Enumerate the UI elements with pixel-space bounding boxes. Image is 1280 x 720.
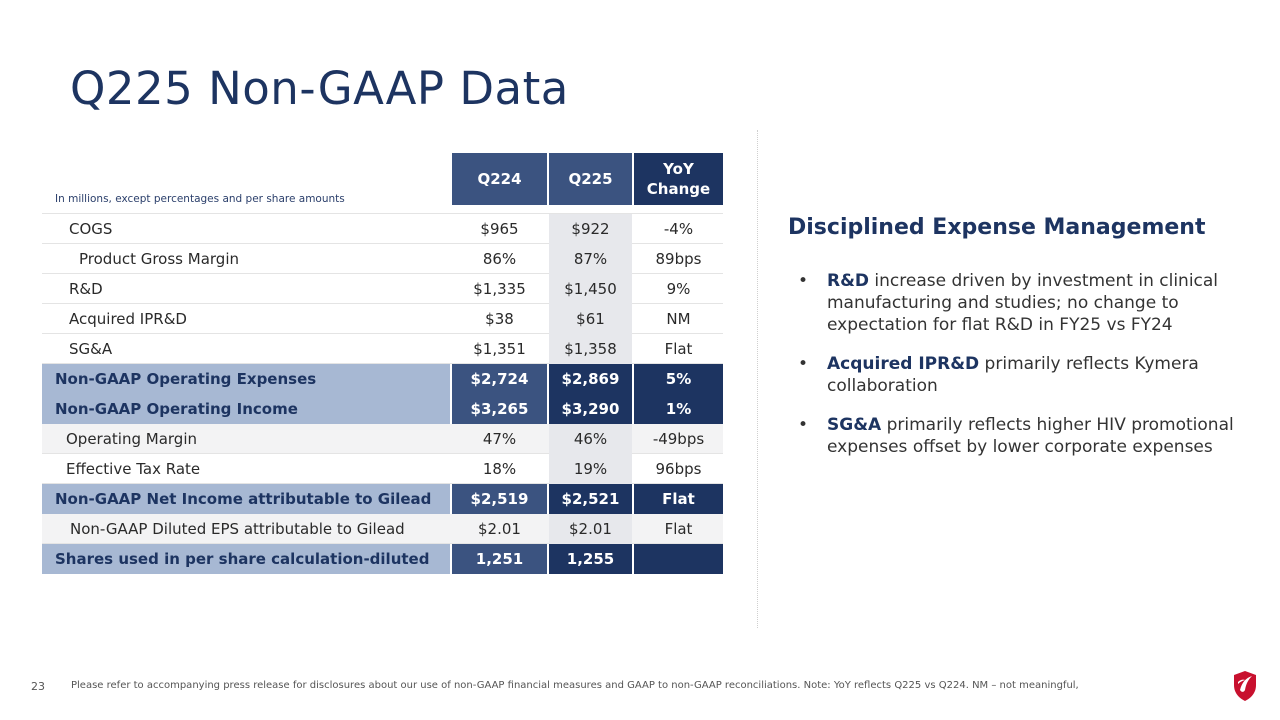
bullet-list: • R&D increase driven by investment in cl… (798, 270, 1248, 475)
cell-q224: $38 (485, 310, 514, 328)
cell-yoy: -49bps (652, 430, 705, 448)
cell-q225: 87% (549, 244, 632, 274)
row-label: Non-GAAP Diluted EPS attributable to Gil… (70, 520, 405, 538)
row-label: R&D (69, 280, 103, 298)
table-row: Operating Margin 47% 46% -49bps (42, 424, 723, 454)
cell-q225: $1,450 (549, 274, 632, 304)
bullet-bold: Acquired IPR&D (827, 354, 980, 374)
table-row: Non-GAAP Diluted EPS attributable to Gil… (42, 514, 723, 544)
row-label: Shares used in per share calculation-dil… (42, 544, 450, 574)
bullet-bold: R&D (827, 271, 870, 291)
non-gaap-table: In millions, except percentages and per … (42, 153, 723, 574)
page-number: 23 (31, 680, 45, 693)
page-title: Q225 Non-GAAP Data (70, 62, 569, 115)
header-q225: Q225 (549, 153, 632, 205)
row-label: Product Gross Margin (79, 250, 239, 268)
row-label: Acquired IPR&D (69, 310, 187, 328)
cell-yoy: Flat (664, 340, 693, 358)
bullet-text: primarily reflects Kymera collaboration (827, 354, 1199, 396)
cell-q225: $61 (549, 304, 632, 334)
table-row: Acquired IPR&D $38 $61 NM (42, 304, 723, 334)
cell-q225: $1,358 (549, 334, 632, 364)
cell-q225: $2,521 (549, 484, 632, 514)
cell-q224: $965 (480, 220, 519, 238)
row-label: Non-GAAP Net Income attributable to Gile… (42, 484, 450, 514)
cell-q224: $2.01 (478, 520, 521, 538)
header-yoy-change: YoY Change (634, 153, 723, 205)
cell-q224: 86% (482, 250, 517, 268)
cell-yoy: Flat (664, 520, 693, 538)
header-q224: Q224 (452, 153, 547, 205)
bullet-marker: • (798, 271, 809, 291)
cell-yoy (634, 544, 723, 574)
row-label: COGS (69, 220, 113, 238)
bullet-marker: • (798, 415, 809, 435)
table-row-highlight: Non-GAAP Operating Income $3,265 $3,290 … (42, 394, 723, 424)
table-row: COGS $965 $922 -4% (42, 214, 723, 244)
cell-q224: 47% (482, 430, 517, 448)
cell-q224: $3,265 (452, 394, 547, 424)
gilead-shield-icon (1234, 671, 1256, 701)
bullet-text: primarily reflects higher HIV promotiona… (827, 415, 1234, 457)
table-row: SG&A $1,351 $1,358 Flat (42, 334, 723, 364)
cell-q224: $2,724 (452, 364, 547, 394)
table-row-highlight: Non-GAAP Operating Expenses $2,724 $2,86… (42, 364, 723, 394)
cell-q224: $1,335 (473, 280, 526, 298)
row-label: Operating Margin (66, 430, 197, 448)
side-title: Disciplined Expense Management (788, 215, 1206, 240)
bullet-marker: • (798, 354, 809, 374)
bullet-text: increase driven by investment in clinica… (827, 271, 1219, 335)
cell-q225: $2.01 (549, 514, 632, 544)
cell-yoy: 96bps (655, 460, 702, 478)
cell-q225: 19% (549, 454, 632, 484)
table-row-highlight: Shares used in per share calculation-dil… (42, 544, 723, 574)
header-yoy-label: YoY Change (646, 160, 711, 198)
cell-yoy: 9% (666, 280, 691, 298)
row-label: SG&A (69, 340, 113, 358)
bullet-item: • R&D increase driven by investment in cl… (798, 270, 1248, 336)
row-label: Non-GAAP Operating Expenses (42, 364, 450, 394)
cell-q225: $922 (549, 214, 632, 244)
cell-q225: $3,290 (549, 394, 632, 424)
cell-yoy: Flat (634, 484, 723, 514)
bullet-bold: SG&A (827, 415, 882, 435)
cell-q225: $2,869 (549, 364, 632, 394)
cell-yoy: 5% (634, 364, 723, 394)
row-label: Effective Tax Rate (66, 460, 201, 478)
cell-q224: $1,351 (473, 340, 526, 358)
column-divider (757, 130, 758, 628)
table-header: In millions, except percentages and per … (42, 153, 723, 214)
table-note: In millions, except percentages and per … (55, 193, 345, 205)
cell-q224: 18% (482, 460, 517, 478)
cell-q225: 1,255 (549, 544, 632, 574)
row-label: Non-GAAP Operating Income (42, 394, 450, 424)
bullet-item: • SG&A primarily reflects higher HIV prom… (798, 414, 1248, 458)
cell-q225: 46% (549, 424, 632, 454)
footnote: Please refer to accompanying press relea… (71, 680, 1079, 691)
table-row: Product Gross Margin 86% 87% 89bps (42, 244, 723, 274)
cell-q224: 1,251 (452, 544, 547, 574)
cell-yoy: NM (666, 310, 691, 328)
cell-q224: $2,519 (452, 484, 547, 514)
table-row: Effective Tax Rate 18% 19% 96bps (42, 454, 723, 484)
bullet-item: • Acquired IPR&D primarily reflects Kymer… (798, 353, 1248, 397)
cell-yoy: 1% (634, 394, 723, 424)
table-row: R&D $1,335 $1,450 9% (42, 274, 723, 304)
cell-yoy: 89bps (655, 250, 702, 268)
table-row-highlight: Non-GAAP Net Income attributable to Gile… (42, 484, 723, 514)
cell-yoy: -4% (663, 220, 694, 238)
